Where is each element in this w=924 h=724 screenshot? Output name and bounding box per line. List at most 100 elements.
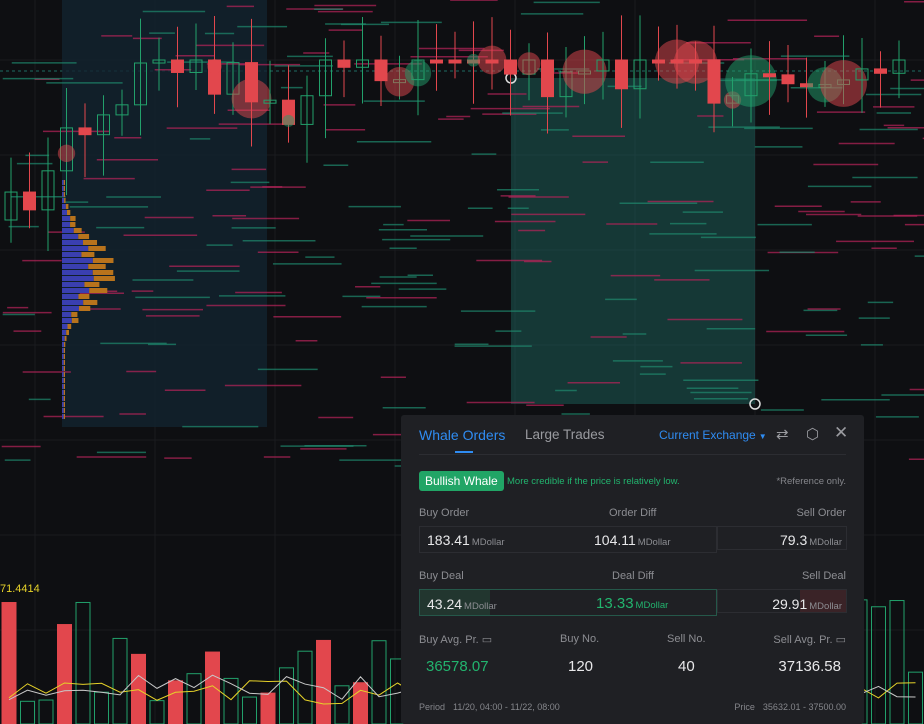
period-value: 11/20, 04:00 - 11/22, 08:00 — [453, 702, 560, 712]
unit: MDollar — [464, 601, 497, 612]
candle — [78, 127, 92, 136]
trade-bubble — [477, 45, 507, 75]
unit: MDollar — [471, 537, 505, 548]
volume-profile-bar — [62, 378, 64, 383]
candle — [448, 59, 462, 64]
buy-avg-price-label: Buy Avg. Pr. — [419, 634, 479, 646]
volume-profile-bar — [62, 384, 64, 389]
tab-large-trades[interactable]: Large Trades — [525, 427, 605, 442]
volume-profile-bar — [62, 222, 71, 227]
volume-profile-bar — [62, 180, 64, 185]
exchange-label: Current Exchange — [659, 428, 756, 442]
volume-profile-bar — [65, 204, 69, 209]
volume-profile-bar — [67, 324, 72, 329]
volume-profile-bar — [66, 210, 71, 215]
trade-bubble — [562, 49, 607, 94]
volume-profile-bar — [70, 216, 76, 221]
volume-bar — [223, 677, 239, 724]
volume-bar — [334, 685, 350, 724]
close-icon[interactable]: ✕ — [834, 423, 849, 442]
volume-profile-bar — [83, 240, 98, 245]
buy-no-label: Buy No. — [560, 633, 600, 645]
volume-bar — [279, 667, 294, 724]
volume-bar — [260, 692, 276, 724]
sell-avg-price-value: 37136.58 — [778, 658, 841, 675]
volume-profile-bar — [62, 336, 65, 341]
volume-bar — [57, 624, 72, 724]
volume-profile-bar — [63, 402, 65, 407]
candle — [707, 59, 721, 104]
buy-order-label: Buy Order — [419, 507, 470, 519]
volume-profile-bar — [62, 282, 85, 287]
volume-profile-bar — [62, 204, 66, 209]
volume-bar — [20, 700, 35, 724]
period-info: Period 11/20, 04:00 - 11/22, 08:00 — [419, 702, 560, 712]
swap-icon[interactable]: ⇄ — [776, 426, 789, 443]
volume-profile-bar — [89, 288, 108, 293]
settings-icon[interactable]: ⬡ — [806, 426, 820, 443]
trade-bubble — [207, 59, 222, 74]
volume-bar — [871, 606, 886, 724]
volume-profile-bar — [83, 300, 98, 305]
sell-deal-box — [717, 589, 847, 613]
order-diff-label: Order Diff — [609, 507, 657, 519]
volume-profile-bar — [62, 240, 84, 245]
sell-deal-value: 29.91 — [772, 596, 808, 612]
candle — [855, 68, 869, 81]
volume-profile-bar — [62, 264, 89, 269]
volume-profile-bar — [63, 414, 65, 419]
volume-profile-bar — [71, 312, 78, 317]
trade-bubble — [517, 52, 541, 76]
candle — [319, 59, 332, 97]
volume-bar — [205, 651, 220, 724]
buy-avg-price-value: 36578.07 — [426, 658, 489, 675]
whale-zone — [511, 78, 755, 404]
volume-profile-bar — [73, 228, 82, 233]
trade-bubble — [404, 60, 432, 87]
candle — [615, 59, 628, 90]
volume-profile-bar — [62, 354, 64, 359]
volume-profile-bar — [62, 402, 64, 407]
candle — [356, 59, 369, 68]
buy-deal-value: 43.24 — [427, 596, 463, 612]
volume-profile-bar — [92, 258, 114, 263]
volume-bar — [94, 691, 109, 724]
volume-profile-bar — [62, 228, 74, 233]
volume-profile-bar — [88, 246, 106, 251]
sell-deal-label: Sell Deal — [801, 570, 846, 582]
price-label: Price — [734, 702, 755, 712]
order-diff-value: 104.11 — [594, 532, 636, 548]
volume-profile-bar — [63, 186, 65, 191]
exchange-dropdown[interactable]: Current Exchange ▼ — [659, 428, 767, 442]
panel-tabs: Whale Orders Large Trades Current Exchan… — [419, 415, 849, 455]
volume-bar — [242, 696, 257, 724]
volume-profile-bar — [64, 336, 67, 341]
volume-bar — [1, 602, 17, 724]
candle — [337, 59, 351, 68]
trade-bubble — [820, 60, 867, 107]
candle — [300, 95, 314, 125]
volume-profile-bar — [78, 234, 90, 239]
candle — [781, 74, 795, 85]
unit: MDollar — [635, 600, 669, 611]
candle — [134, 62, 147, 106]
ticket-icon[interactable]: ▭ — [835, 634, 846, 646]
volume-profile-bar — [62, 330, 67, 335]
sell-avg-price-label: Sell Avg. Pr. — [773, 634, 833, 646]
ticket-icon[interactable]: ▭ — [481, 634, 493, 646]
credibility-note: More credible if the price is relatively… — [507, 476, 680, 487]
buy-order-value: 183.41 — [427, 532, 470, 548]
volume-profile-bar — [88, 264, 106, 269]
volume-profile-bar — [78, 306, 91, 311]
volume-profile-bar — [63, 342, 66, 347]
volume-profile-bar — [62, 276, 94, 281]
volume-profile-bar — [63, 360, 65, 365]
unit: MDollar — [637, 537, 671, 548]
volume-profile-bar — [63, 390, 65, 395]
tab-whale-orders[interactable]: Whale Orders — [419, 427, 506, 453]
candle — [596, 59, 610, 72]
candle — [152, 59, 166, 64]
volume-profile-bar — [62, 192, 64, 197]
volume-profile-bar — [62, 270, 93, 275]
candle — [4, 191, 18, 221]
